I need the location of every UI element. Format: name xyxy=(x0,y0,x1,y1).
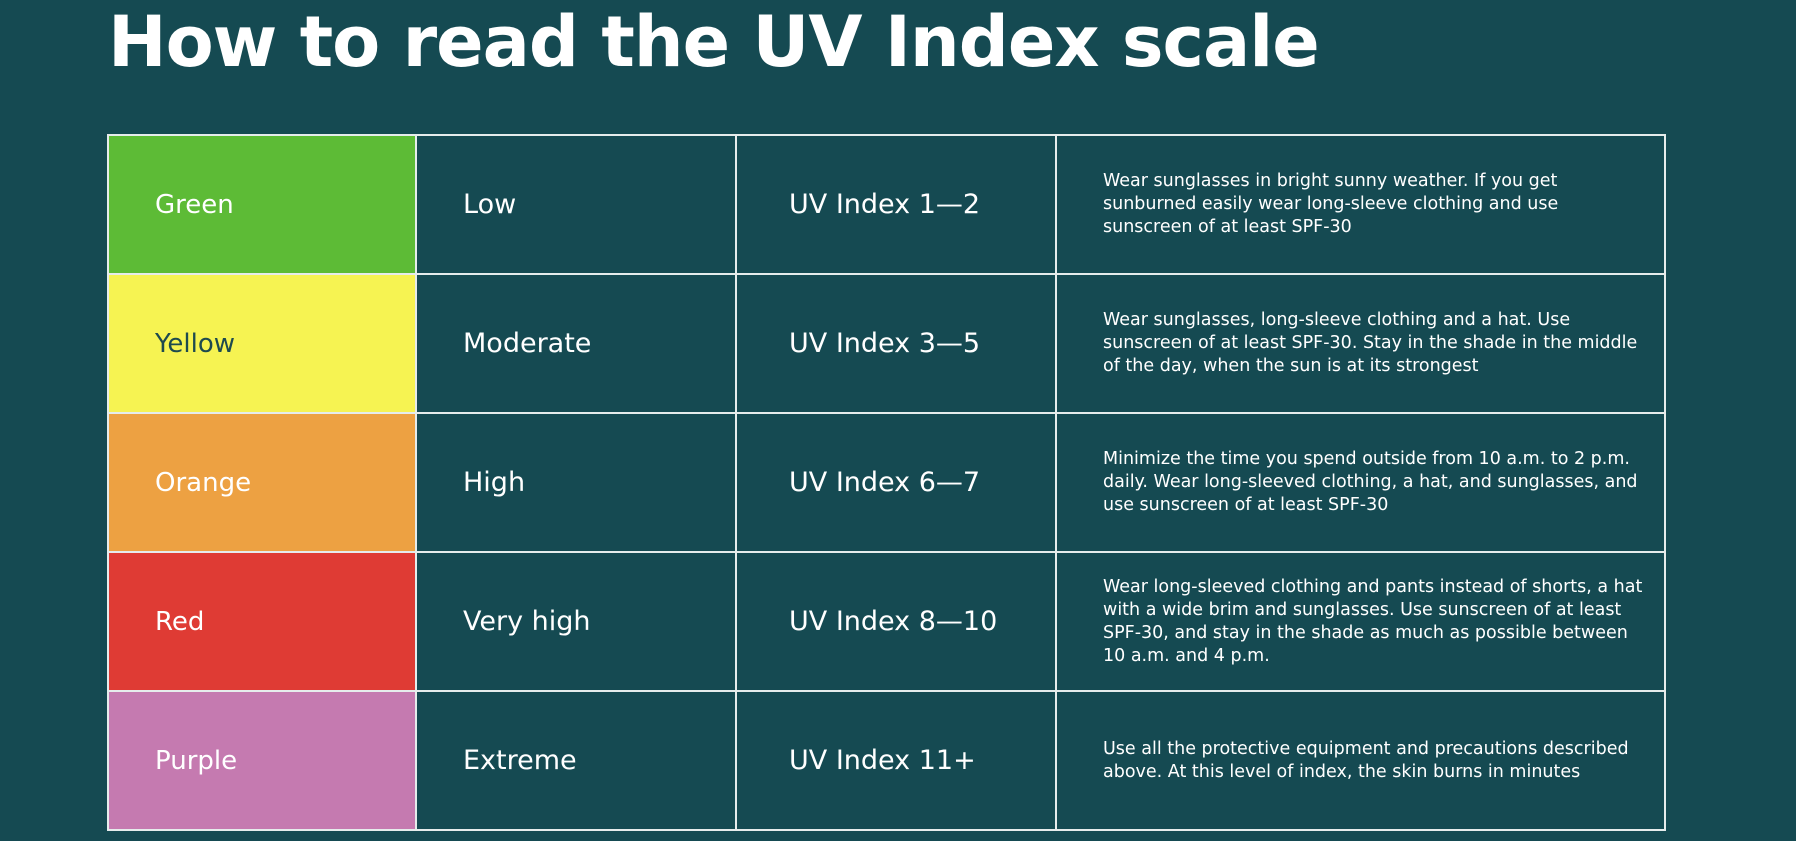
table-row: Purple Extreme UV Index 11+ Use all the … xyxy=(107,690,1666,831)
risk-level-cell: Low xyxy=(415,134,737,275)
table-row: Yellow Moderate UV Index 3—5 Wear sungla… xyxy=(107,273,1666,414)
color-swatch-cell: Orange xyxy=(107,412,417,553)
protection-advice-cell: Wear sunglasses, long-sleeve clothing an… xyxy=(1055,273,1666,414)
uv-index-range-cell: UV Index 6—7 xyxy=(735,412,1057,553)
color-swatch-cell: Yellow xyxy=(107,273,417,414)
color-swatch-cell: Red xyxy=(107,551,417,692)
protection-advice-cell: Wear sunglasses in bright sunny weather.… xyxy=(1055,134,1666,275)
uv-index-table: Green Low UV Index 1—2 Wear sunglasses i… xyxy=(107,134,1666,831)
uv-index-range-cell: UV Index 11+ xyxy=(735,690,1057,831)
risk-level-cell: Extreme xyxy=(415,690,737,831)
risk-level-cell: Moderate xyxy=(415,273,737,414)
uv-index-range-cell: UV Index 1—2 xyxy=(735,134,1057,275)
table-row: Red Very high UV Index 8—10 Wear long-sl… xyxy=(107,551,1666,692)
page-title: How to read the UV Index scale xyxy=(108,1,1320,83)
table-row: Green Low UV Index 1—2 Wear sunglasses i… xyxy=(107,134,1666,275)
table-row: Orange High UV Index 6—7 Minimize the ti… xyxy=(107,412,1666,553)
protection-advice-cell: Minimize the time you spend outside from… xyxy=(1055,412,1666,553)
protection-advice-cell: Use all the protective equipment and pre… xyxy=(1055,690,1666,831)
color-swatch-cell: Purple xyxy=(107,690,417,831)
uv-index-range-cell: UV Index 8—10 xyxy=(735,551,1057,692)
protection-advice-cell: Wear long-sleeved clothing and pants ins… xyxy=(1055,551,1666,692)
color-swatch-cell: Green xyxy=(107,134,417,275)
risk-level-cell: Very high xyxy=(415,551,737,692)
uv-index-range-cell: UV Index 3—5 xyxy=(735,273,1057,414)
risk-level-cell: High xyxy=(415,412,737,553)
